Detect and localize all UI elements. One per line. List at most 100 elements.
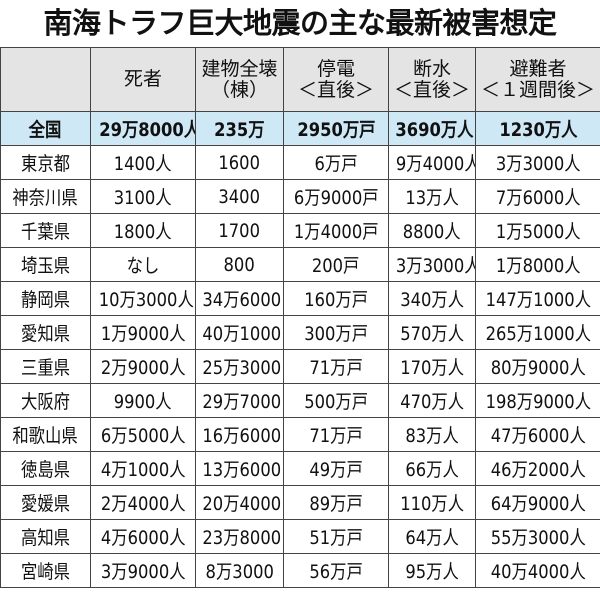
value-cell: 2万9000人 bbox=[90, 349, 196, 384]
header-cell: 建物全壊 （棟） bbox=[195, 47, 284, 112]
cell-text: 51万戸 bbox=[309, 527, 363, 549]
prefecture-cell: 全国 bbox=[0, 111, 91, 146]
prefecture-cell: 和歌山県 bbox=[0, 417, 91, 452]
value-cell: 47万6000人 bbox=[475, 417, 600, 452]
cell-text: 80万9000人 bbox=[490, 357, 586, 379]
value-cell: 198万9000人 bbox=[475, 383, 600, 418]
cell-text: 東京都 bbox=[20, 153, 71, 175]
cell-text: 200戸 bbox=[312, 255, 360, 277]
value-cell: 160万戸 bbox=[283, 281, 389, 316]
table-row: 愛媛県 2万4000人 20万4000 89万戸 110万人 64万9000人 bbox=[0, 485, 600, 520]
cell-text: 3万9000人 bbox=[100, 561, 186, 583]
cell-text: 2万9000人 bbox=[100, 357, 186, 379]
cell-text: 愛媛県 bbox=[20, 493, 71, 515]
cell-text: 高知県 bbox=[20, 527, 71, 549]
value-cell: 1万8000人 bbox=[475, 247, 600, 282]
value-cell: 1230万人 bbox=[475, 111, 600, 146]
cell-text: 160万戸 bbox=[304, 289, 368, 311]
prefecture-cell: 千葉県 bbox=[0, 213, 91, 248]
cell-text: 46万2000人 bbox=[490, 459, 586, 481]
prefecture-cell: 静岡県 bbox=[0, 281, 91, 316]
cell-text: 1400人 bbox=[114, 153, 172, 175]
cell-text: 71万戸 bbox=[309, 425, 363, 447]
value-cell: 3万9000人 bbox=[90, 553, 196, 588]
table-row: 埼玉県 なし 800 200戸 3万3000人 1万8000人 bbox=[0, 247, 600, 282]
cell-text: 40万1000 bbox=[202, 323, 282, 345]
value-cell: 1万4000戸 bbox=[283, 213, 389, 248]
cell-text: 6万戸 bbox=[314, 153, 358, 175]
value-cell: 1600 bbox=[195, 145, 284, 180]
value-cell: 3万3000人 bbox=[475, 145, 600, 180]
cell-text: 300万戸 bbox=[304, 323, 368, 345]
value-cell: 49万戸 bbox=[283, 451, 389, 486]
cell-text: 6万5000人 bbox=[100, 425, 186, 447]
value-cell: 71万戸 bbox=[283, 417, 389, 452]
cell-text: 29万7000 bbox=[202, 391, 282, 413]
header-text: （棟） bbox=[210, 78, 268, 101]
cell-text: 4万1000人 bbox=[100, 459, 186, 481]
table-row: 全国 29万8000人 235万 2950万戸 3690万人 1230万人 bbox=[0, 111, 600, 146]
value-cell: 66万人 bbox=[388, 451, 476, 486]
cell-text: 1万5000人 bbox=[495, 221, 581, 243]
value-cell: 89万戸 bbox=[283, 485, 389, 520]
value-cell: 1800人 bbox=[90, 213, 196, 248]
value-cell: 147万1000人 bbox=[475, 281, 600, 316]
value-cell: 16万6000 bbox=[195, 417, 284, 452]
cell-text: 56万戸 bbox=[309, 561, 363, 583]
header-text: 建物全壊 bbox=[201, 57, 278, 80]
value-cell: 80万9000人 bbox=[475, 349, 600, 384]
header-cell: 停電 ＜直後＞ bbox=[283, 47, 389, 112]
cell-text: 1230万人 bbox=[498, 119, 578, 141]
value-cell: 71万戸 bbox=[283, 349, 389, 384]
header-cell: 断水 ＜直後＞ bbox=[388, 47, 476, 112]
cell-text: 10万3000人 bbox=[98, 289, 194, 311]
cell-text: 198万9000人 bbox=[485, 391, 591, 413]
cell-text: 64万9000人 bbox=[490, 493, 586, 515]
cell-text: 13万6000 bbox=[202, 459, 282, 481]
value-cell: 6万9000戸 bbox=[283, 179, 389, 214]
header-text: 停電 bbox=[316, 57, 355, 80]
value-cell: 3690万人 bbox=[388, 111, 476, 146]
table-row: 和歌山県 6万5000人 16万6000 71万戸 83万人 47万6000人 bbox=[0, 417, 600, 452]
prefecture-cell: 東京都 bbox=[0, 145, 91, 180]
value-cell: 1万5000人 bbox=[475, 213, 600, 248]
value-cell: 4万6000人 bbox=[90, 519, 196, 554]
prefecture-cell: 徳島県 bbox=[0, 451, 91, 486]
value-cell: 23万8000 bbox=[195, 519, 284, 554]
cell-text: 110万人 bbox=[400, 493, 464, 515]
cell-text: 埼玉県 bbox=[20, 255, 71, 277]
value-cell: 110万人 bbox=[388, 485, 476, 520]
table-row: 徳島県 4万1000人 13万6000 49万戸 66万人 46万2000人 bbox=[0, 451, 600, 486]
prefecture-cell: 愛媛県 bbox=[0, 485, 91, 520]
cell-text: 6万9000戸 bbox=[293, 187, 379, 209]
damage-table: 死者 建物全壊 （棟） 停電 ＜直後＞ 断水 ＜直後＞ 避難者 ＜１週間後＞ 全国 29万8000… bbox=[0, 47, 600, 588]
cell-text: 1万9000人 bbox=[100, 323, 186, 345]
cell-text: 470万人 bbox=[400, 391, 464, 413]
header-text: ＜直後＞ bbox=[297, 78, 374, 101]
cell-text: 千葉県 bbox=[20, 221, 71, 243]
cell-text: 64万人 bbox=[405, 527, 459, 549]
value-cell: 265万1000人 bbox=[475, 315, 600, 350]
cell-text: 9900人 bbox=[114, 391, 172, 413]
table-row: 大阪府 9900人 29万7000 500万戸 470万人 198万9000人 bbox=[0, 383, 600, 418]
value-cell: 10万3000人 bbox=[90, 281, 196, 316]
cell-text: 大阪府 bbox=[20, 391, 71, 413]
cell-text: 3万3000人 bbox=[495, 153, 581, 175]
value-cell: 1万9000人 bbox=[90, 315, 196, 350]
cell-text: 40万4000人 bbox=[490, 561, 586, 583]
cell-text: 570万人 bbox=[400, 323, 464, 345]
value-cell: 9万4000人 bbox=[388, 145, 476, 180]
header-cell: 死者 bbox=[90, 47, 196, 112]
cell-text: 71万戸 bbox=[309, 357, 363, 379]
value-cell: 8800人 bbox=[388, 213, 476, 248]
prefecture-cell: 埼玉県 bbox=[0, 247, 91, 282]
cell-text: 宮崎県 bbox=[20, 561, 71, 583]
value-cell: 2万4000人 bbox=[90, 485, 196, 520]
cell-text: 147万1000人 bbox=[485, 289, 591, 311]
prefecture-cell: 大阪府 bbox=[0, 383, 91, 418]
value-cell: 29万7000 bbox=[195, 383, 284, 418]
value-cell: 40万1000 bbox=[195, 315, 284, 350]
cell-text: 2950万戸 bbox=[296, 119, 376, 141]
cell-text: 1万8000人 bbox=[495, 255, 581, 277]
cell-text: 29万8000人 bbox=[99, 119, 196, 141]
